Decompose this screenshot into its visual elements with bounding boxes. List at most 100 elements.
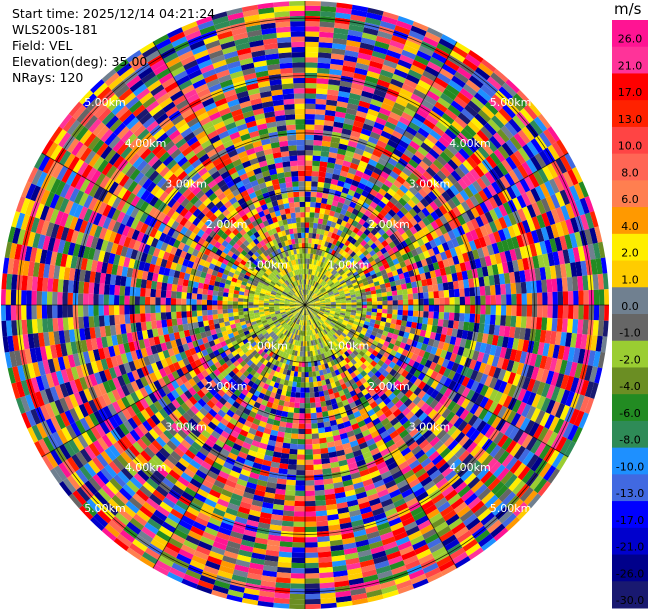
velocity-cell (302, 356, 305, 362)
velocity-cell (317, 52, 332, 59)
velocity-cell (305, 485, 315, 491)
velocity-cell (300, 382, 305, 388)
velocity-cell (427, 263, 435, 272)
velocity-cell (337, 236, 344, 243)
velocity-cell (442, 319, 449, 328)
velocity-cell (497, 145, 510, 160)
velocity-cell (317, 422, 325, 429)
velocity-cell (366, 193, 376, 202)
velocity-cell (525, 231, 535, 245)
velocity-cell (378, 265, 386, 272)
velocity-cell (311, 292, 315, 297)
velocity-cell (532, 341, 540, 355)
velocity-cell (381, 64, 396, 74)
velocity-cell (335, 106, 347, 114)
velocity-cell (313, 464, 323, 470)
velocity-cell (437, 97, 451, 109)
velocity-cell (462, 159, 474, 172)
velocity-cell (541, 383, 551, 398)
velocity-cell (305, 155, 313, 161)
velocity-cell (447, 370, 456, 380)
velocity-cell (427, 353, 436, 362)
velocity-cell (559, 189, 571, 206)
velocity-cell (444, 59, 460, 72)
velocity-cell (508, 326, 516, 339)
velocity-cell (498, 216, 508, 230)
velocity-cell (347, 140, 358, 148)
velocity-cell (511, 293, 517, 305)
velocity-cell (307, 258, 310, 264)
velocity-cell (361, 301, 367, 305)
velocity-cell (399, 206, 409, 216)
velocity-cell (369, 318, 376, 324)
velocity-cell (553, 418, 565, 434)
velocity-cell (403, 331, 410, 339)
velocity-cell (401, 223, 410, 233)
velocity-cell (407, 293, 414, 300)
velocity-cell (385, 267, 392, 274)
velocity-cell (474, 341, 482, 352)
velocity-cell (557, 291, 564, 305)
velocity-cell (316, 228, 322, 235)
velocity-cell (439, 92, 454, 105)
velocity-cell (453, 136, 466, 149)
velocity-cell (367, 232, 375, 240)
velocity-cell (583, 290, 589, 305)
velocity-cell (408, 345, 416, 354)
velocity-cell (399, 171, 409, 181)
velocity-cell (305, 480, 315, 486)
velocity-cell (473, 192, 484, 205)
velocity-cell (470, 218, 480, 230)
velocity-cell (545, 384, 556, 400)
velocity-cell (402, 180, 413, 190)
velocity-cell (330, 141, 340, 149)
velocity-cell (341, 250, 348, 257)
velocity-cell (361, 295, 367, 300)
velocity-cell (311, 259, 315, 265)
velocity-cell (311, 275, 315, 281)
velocity-cell (519, 327, 526, 340)
velocity-cell (370, 154, 380, 163)
velocity-cell (421, 207, 431, 218)
velocity-cell (592, 274, 599, 290)
velocity-cell (396, 175, 406, 185)
velocity-cell (319, 308, 326, 311)
velocity-cell (439, 215, 449, 225)
velocity-cell (308, 232, 313, 239)
velocity-cell (429, 270, 437, 279)
velocity-cell (578, 412, 589, 429)
velocity-cell (417, 210, 427, 221)
velocity-cell (449, 184, 460, 196)
velocity-cell (322, 290, 328, 295)
velocity-cell (432, 261, 440, 271)
velocity-cell (337, 268, 344, 274)
velocity-cell (323, 125, 334, 132)
velocity-cell (305, 495, 316, 502)
velocity-cell (336, 229, 343, 237)
velocity-cell (327, 289, 333, 294)
velocity-cell (562, 249, 571, 264)
velocity-cell (313, 222, 318, 229)
velocity-cell (365, 291, 372, 296)
velocity-cell (299, 397, 305, 404)
velocity-cell (296, 376, 302, 383)
velocity-cell (310, 264, 314, 270)
velocity-cell (294, 495, 305, 502)
velocity-cell (317, 218, 324, 225)
velocity-cell (324, 241, 330, 248)
velocity-cell (314, 254, 319, 261)
velocity-cell (369, 249, 376, 257)
velocity-cell (371, 297, 378, 302)
velocity-cell (562, 422, 574, 439)
velocity-cell (374, 224, 382, 232)
velocity-cell (493, 149, 506, 163)
velocity-cell (353, 247, 360, 254)
velocity-cell (438, 136, 451, 148)
velocity-cell (498, 107, 513, 122)
velocity-cell (329, 295, 335, 299)
velocity-cell (386, 332, 394, 339)
velocity-cell (314, 282, 318, 288)
velocity-cell (356, 236, 364, 244)
velocity-cell (338, 90, 351, 98)
velocity-cell (504, 250, 513, 263)
